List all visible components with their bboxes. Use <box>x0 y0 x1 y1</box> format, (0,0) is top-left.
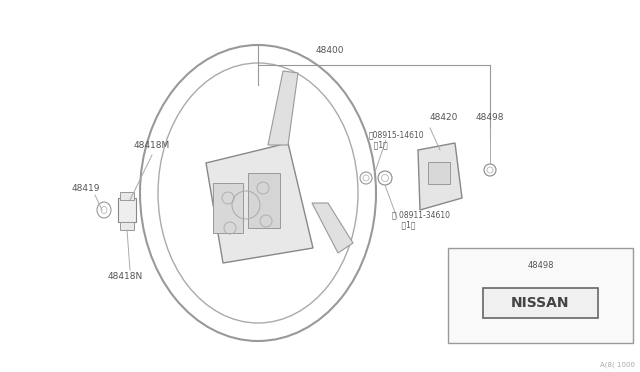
Polygon shape <box>312 203 353 253</box>
Bar <box>213 183 243 233</box>
Bar <box>448 248 633 343</box>
Bar <box>248 173 280 228</box>
Polygon shape <box>206 143 313 263</box>
Polygon shape <box>268 71 298 145</box>
Text: 48400: 48400 <box>316 46 344 55</box>
Text: NISSAN: NISSAN <box>511 296 570 310</box>
Bar <box>120 192 134 200</box>
Text: Ⓥ08915-14610
  （1）: Ⓥ08915-14610 （1） <box>369 130 424 150</box>
Text: 48419: 48419 <box>72 183 100 192</box>
Text: A(8( 1000: A(8( 1000 <box>600 362 635 368</box>
Bar <box>483 288 598 318</box>
Polygon shape <box>418 143 462 210</box>
Bar <box>120 222 134 230</box>
Text: 48498: 48498 <box>476 113 504 122</box>
Text: 48420: 48420 <box>430 113 458 122</box>
Bar <box>428 162 450 184</box>
Bar <box>118 198 136 222</box>
Text: 48498: 48498 <box>527 262 554 270</box>
Text: Ⓝ 08911-34610
    （1）: Ⓝ 08911-34610 （1） <box>392 210 450 230</box>
Text: 48418N: 48418N <box>108 272 143 281</box>
Text: 48418M: 48418M <box>134 141 170 150</box>
